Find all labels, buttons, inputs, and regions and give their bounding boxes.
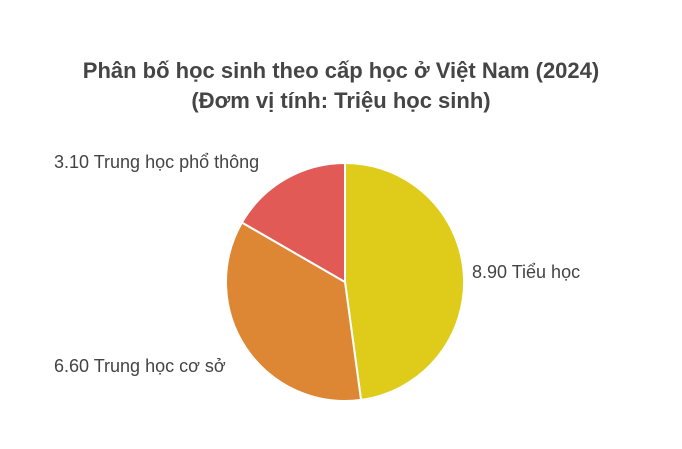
slice-label-3: 3.10 Trung học phổ thông [54, 152, 259, 172]
pie-labels: 8.90 Tiểu học 6.60 Trung học cơ sở 3.10 Tr… [54, 152, 580, 376]
pie-slice-1 [344, 162, 466, 401]
pie-slices [224, 162, 466, 402]
slice-label-1: 8.90 Tiểu học [472, 262, 580, 282]
chart-subtitle: (Đơm vị tính: Triệu học sinh) [191, 88, 491, 113]
chart-title-block: Phân bố học sinh theo cấp học ở Việt Nam… [0, 56, 682, 116]
pie-slice-2 [224, 221, 363, 402]
pie-slice-3 [240, 162, 346, 283]
chart-title: Phân bố học sinh theo cấp học ở Việt Nam… [82, 58, 600, 83]
slice-label-2: 6.60 Trung học cơ sở [54, 356, 226, 376]
